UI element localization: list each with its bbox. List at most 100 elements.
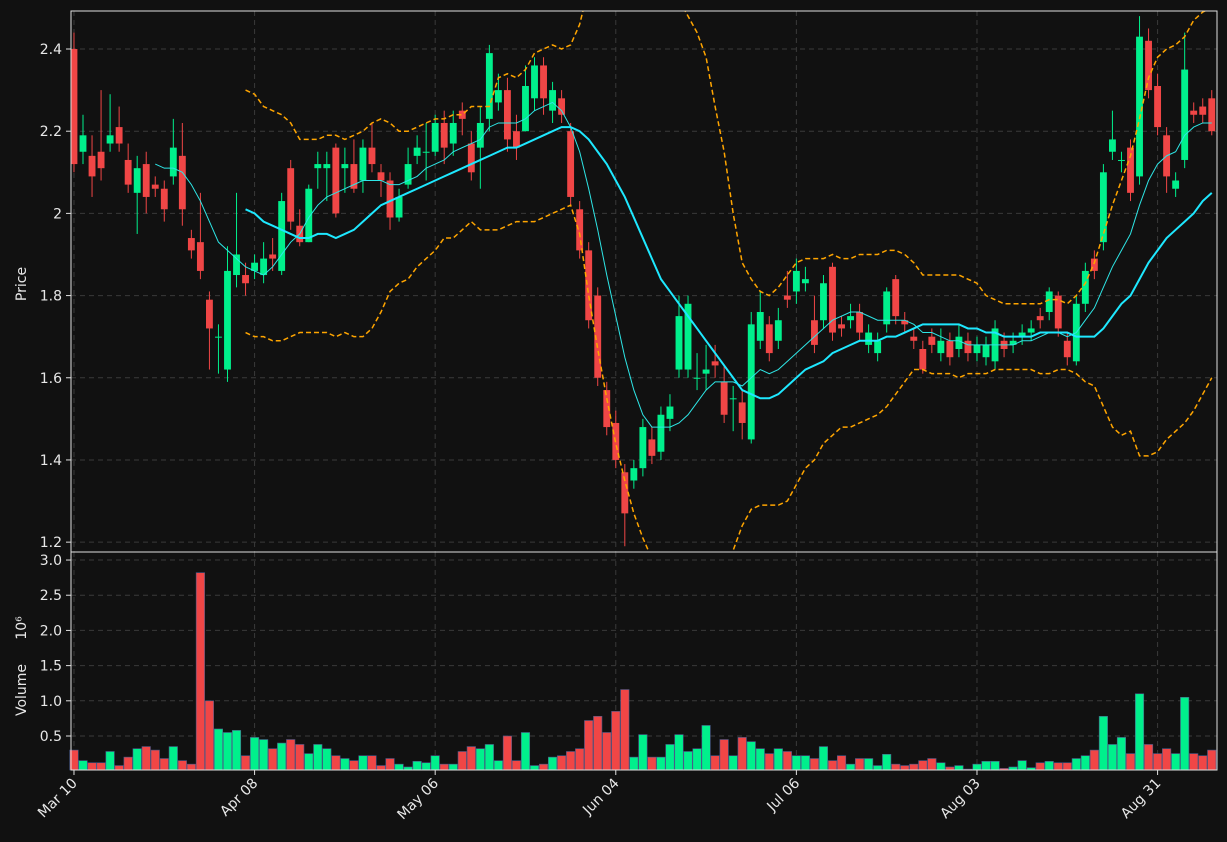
- volume-bar: [520, 732, 531, 771]
- volume-bar: [439, 763, 449, 771]
- candle-body: [838, 324, 845, 329]
- candle-body: [910, 336, 918, 341]
- candle-body: [1036, 316, 1044, 321]
- candle-body: [1208, 98, 1216, 132]
- volume-bar: [286, 739, 296, 771]
- candle-body: [765, 324, 773, 354]
- volume-bar: [1134, 693, 1145, 771]
- volume-bar: [1144, 744, 1154, 771]
- volume-bar: [1125, 753, 1136, 771]
- volume-bar: [900, 765, 910, 771]
- candle-body: [160, 188, 168, 210]
- candle-body: [801, 279, 809, 284]
- volume-bar: [1035, 762, 1045, 771]
- candle-body: [576, 209, 584, 251]
- candle-body: [205, 299, 213, 329]
- candle-body: [856, 312, 864, 333]
- candle-body: [829, 266, 836, 333]
- volume-bar: [791, 755, 801, 771]
- volume-bar: [538, 763, 549, 771]
- candle-body: [738, 402, 746, 423]
- candle-body: [729, 398, 737, 400]
- volume-bar: [846, 763, 856, 771]
- candle-body: [513, 131, 520, 148]
- candle-body: [811, 320, 818, 345]
- volume-bar: [186, 763, 196, 771]
- volume-bar: [918, 760, 928, 771]
- candle-body: [1181, 69, 1189, 160]
- candle-body: [531, 65, 538, 99]
- volume-axis-label: Volume: [14, 664, 30, 716]
- volume-bar: [855, 758, 865, 771]
- y-tick-label: 1.0: [40, 694, 62, 710]
- volume-bar: [493, 760, 503, 771]
- volume-bar: [114, 765, 124, 771]
- candle-body: [305, 188, 313, 243]
- candle-body: [124, 159, 132, 185]
- candle-body: [314, 164, 322, 169]
- volume-bar: [710, 755, 720, 771]
- candle-body: [1145, 40, 1152, 91]
- volume-bar: [954, 765, 964, 771]
- candle-body: [594, 295, 602, 378]
- volume-bar: [1080, 755, 1090, 771]
- volume-bar: [575, 748, 585, 771]
- candle-body: [485, 53, 493, 119]
- candle-body: [711, 361, 719, 366]
- candle-body: [892, 279, 900, 317]
- volume-bar: [755, 748, 765, 771]
- volume-bar: [683, 751, 693, 771]
- candle-body: [747, 324, 755, 440]
- volume-bar: [927, 758, 937, 771]
- candle-body: [630, 468, 638, 481]
- candle-body: [702, 369, 710, 374]
- volume-bar: [764, 753, 774, 771]
- volume-bar: [981, 761, 991, 771]
- volume-bar: [818, 746, 829, 771]
- volume-bar: [593, 715, 603, 771]
- volume-bar: [150, 749, 160, 771]
- volume-bar: [566, 751, 576, 771]
- volume-bar: [1107, 744, 1117, 771]
- candle-body: [558, 98, 566, 115]
- volume-bar: [1098, 715, 1108, 771]
- volume-bar: [322, 748, 332, 771]
- candle-body: [215, 336, 222, 338]
- volume-bar: [864, 758, 874, 771]
- volume-bar: [719, 739, 729, 771]
- volume-bar: [457, 751, 467, 771]
- candle-body: [79, 135, 87, 152]
- y-tick-label: 0.5: [40, 729, 62, 745]
- candle-body: [792, 270, 800, 292]
- candle-body: [1136, 36, 1143, 177]
- candle-body: [260, 258, 268, 276]
- volume-bar: [746, 741, 756, 771]
- candle-body: [847, 316, 854, 321]
- volume-bar: [177, 760, 187, 771]
- volume-bar: [701, 725, 711, 771]
- candle-body: [1099, 172, 1107, 243]
- candle-body: [648, 439, 656, 456]
- candle-body: [431, 122, 439, 152]
- y-tick-label: 1.5: [40, 659, 62, 675]
- candle-body: [377, 172, 385, 181]
- volume-bar: [1171, 753, 1181, 771]
- candle-body: [901, 320, 909, 325]
- volume-bar: [231, 730, 242, 771]
- candle-body: [1054, 295, 1062, 329]
- volume-bar: [123, 756, 133, 771]
- candle-body: [88, 155, 96, 177]
- candle-body: [440, 122, 448, 148]
- volume-bar: [1062, 762, 1072, 771]
- volume-bar: [1162, 748, 1172, 771]
- volume-bar: [800, 755, 810, 771]
- candle-body: [350, 164, 358, 189]
- candle-body: [522, 85, 529, 132]
- volume-bar: [421, 762, 431, 771]
- candle-body: [693, 377, 701, 379]
- candle-body: [1018, 332, 1026, 337]
- candle-body: [458, 110, 466, 119]
- volume-bar: [367, 755, 377, 771]
- volume-bar: [1189, 753, 1199, 771]
- volume-bar: [358, 755, 368, 771]
